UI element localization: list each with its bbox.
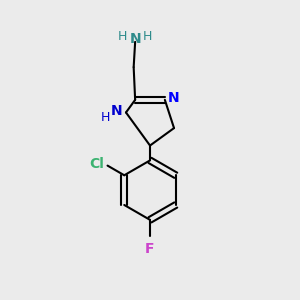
Text: H: H <box>118 30 128 43</box>
Text: N: N <box>167 92 179 105</box>
Text: Cl: Cl <box>89 157 104 171</box>
Text: F: F <box>145 242 155 256</box>
Text: H: H <box>101 111 110 124</box>
Text: N: N <box>129 32 141 46</box>
Text: N: N <box>111 104 122 118</box>
Text: H: H <box>142 30 152 43</box>
